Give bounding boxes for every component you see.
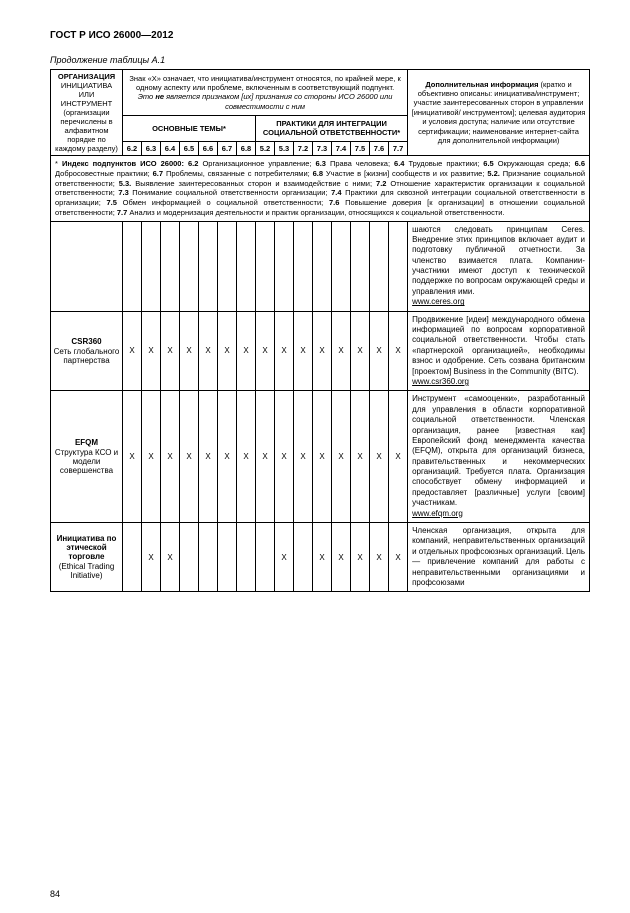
x-cell bbox=[256, 221, 275, 311]
x-cell: X bbox=[199, 391, 218, 523]
x-cell: X bbox=[237, 311, 256, 391]
x-cell: X bbox=[161, 391, 180, 523]
x-cell: X bbox=[275, 391, 294, 523]
x-cell bbox=[351, 221, 370, 311]
col-num: 6.4 bbox=[161, 141, 180, 155]
header-org: ОРГАНИЗАЦИЯ ИНИЦИАТИВА ИЛИ ИНСТРУМЕНТ (о… bbox=[51, 70, 123, 156]
x-cell: X bbox=[218, 311, 237, 391]
x-cell: X bbox=[256, 391, 275, 523]
x-cell: X bbox=[294, 311, 313, 391]
desc-cell: Инструмент «самооценки», разработанный д… bbox=[408, 391, 590, 523]
org-cell: Инициатива по этической торговле(Ethical… bbox=[51, 523, 123, 592]
x-cell bbox=[313, 221, 332, 311]
x-cell: X bbox=[313, 311, 332, 391]
col-num: 7.2 bbox=[294, 141, 313, 155]
header-practices: ПРАКТИКИ ДЛЯ ИНТЕГРАЦИИ СОЦИАЛЬНОЙ ОТВЕТ… bbox=[256, 115, 408, 141]
x-cell bbox=[180, 221, 199, 311]
x-cell bbox=[123, 523, 142, 592]
col-num: 6.2 bbox=[123, 141, 142, 155]
x-cell: X bbox=[199, 311, 218, 391]
x-cell: X bbox=[256, 311, 275, 391]
x-cell bbox=[275, 221, 294, 311]
header-main-topics: ОСНОВНЫЕ ТЕМЫ* bbox=[123, 115, 256, 141]
x-cell: X bbox=[142, 391, 161, 523]
col-num: 7.4 bbox=[332, 141, 351, 155]
desc-cell: шаются следовать принципам Ceres. Внедре… bbox=[408, 221, 590, 311]
x-cell bbox=[199, 523, 218, 592]
x-cell: X bbox=[237, 391, 256, 523]
page-number: 84 bbox=[50, 889, 60, 899]
index-note: * Индекс подпунктов ИСО 26000: 6.2 Орган… bbox=[51, 156, 590, 222]
x-cell bbox=[256, 523, 275, 592]
x-cell: X bbox=[332, 391, 351, 523]
org-cell: EFQMСтруктура КСО и модели совершенства bbox=[51, 391, 123, 523]
x-cell: X bbox=[351, 523, 370, 592]
x-cell bbox=[389, 221, 408, 311]
col-num: 5.2 bbox=[256, 141, 275, 155]
doc-title: ГОСТ Р ИСО 26000—2012 bbox=[50, 30, 590, 41]
x-cell: X bbox=[332, 311, 351, 391]
x-cell: X bbox=[370, 311, 389, 391]
header-dop: Дополнительная информация (кратко и объе… bbox=[408, 70, 590, 156]
x-cell bbox=[218, 221, 237, 311]
x-cell: X bbox=[142, 523, 161, 592]
col-num: 6.7 bbox=[218, 141, 237, 155]
main-table: ОРГАНИЗАЦИЯ ИНИЦИАТИВА ИЛИ ИНСТРУМЕНТ (о… bbox=[50, 69, 590, 592]
col-num: 6.3 bbox=[142, 141, 161, 155]
x-cell: X bbox=[161, 523, 180, 592]
x-cell: X bbox=[389, 391, 408, 523]
x-cell: X bbox=[389, 523, 408, 592]
x-cell: X bbox=[275, 311, 294, 391]
x-cell: X bbox=[294, 391, 313, 523]
org-cell bbox=[51, 221, 123, 311]
x-cell: X bbox=[313, 391, 332, 523]
header-znak: Знак «X» означает, что инициатива/инстру… bbox=[123, 70, 408, 116]
x-cell bbox=[294, 523, 313, 592]
col-num: 5.3 bbox=[275, 141, 294, 155]
link[interactable]: www.ceres.org bbox=[412, 297, 464, 306]
x-cell: X bbox=[351, 391, 370, 523]
x-cell: X bbox=[142, 311, 161, 391]
col-num: 6.8 bbox=[237, 141, 256, 155]
x-cell: X bbox=[180, 391, 199, 523]
link[interactable]: www.efqm.org bbox=[412, 509, 463, 518]
col-num: 7.5 bbox=[351, 141, 370, 155]
x-cell: X bbox=[218, 391, 237, 523]
x-cell: X bbox=[161, 311, 180, 391]
x-cell bbox=[199, 221, 218, 311]
col-num: 6.5 bbox=[180, 141, 199, 155]
desc-cell: Членская организация, открыта для компан… bbox=[408, 523, 590, 592]
x-cell: X bbox=[313, 523, 332, 592]
x-cell bbox=[332, 221, 351, 311]
col-num: 7.6 bbox=[370, 141, 389, 155]
table-caption: Продолжение таблицы А.1 bbox=[50, 55, 590, 65]
desc-cell: Продвижение [идеи] международного обмена… bbox=[408, 311, 590, 391]
x-cell bbox=[142, 221, 161, 311]
col-num: 7.7 bbox=[389, 141, 408, 155]
org-cell: CSR360Сеть глобального партнерства bbox=[51, 311, 123, 391]
x-cell bbox=[294, 221, 313, 311]
x-cell: X bbox=[370, 523, 389, 592]
x-cell: X bbox=[275, 523, 294, 592]
col-num: 7.3 bbox=[313, 141, 332, 155]
x-cell bbox=[161, 221, 180, 311]
x-cell bbox=[237, 523, 256, 592]
x-cell: X bbox=[123, 391, 142, 523]
x-cell bbox=[180, 523, 199, 592]
x-cell bbox=[218, 523, 237, 592]
x-cell: X bbox=[370, 391, 389, 523]
x-cell: X bbox=[123, 311, 142, 391]
col-num: 6.6 bbox=[199, 141, 218, 155]
x-cell: X bbox=[180, 311, 199, 391]
link[interactable]: www.csr360.org bbox=[412, 377, 469, 386]
x-cell bbox=[370, 221, 389, 311]
x-cell bbox=[123, 221, 142, 311]
x-cell: X bbox=[332, 523, 351, 592]
x-cell: X bbox=[351, 311, 370, 391]
x-cell bbox=[237, 221, 256, 311]
x-cell: X bbox=[389, 311, 408, 391]
